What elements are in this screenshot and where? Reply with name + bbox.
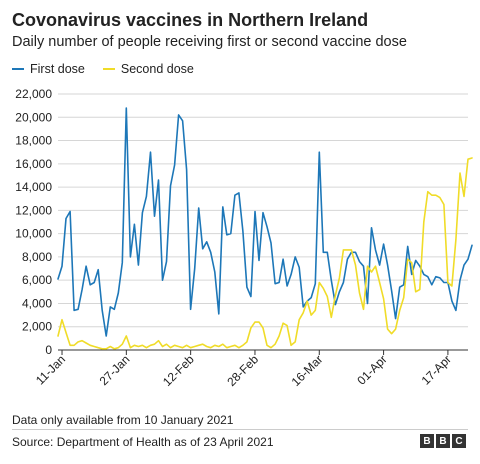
legend-item-second: Second dose [102, 62, 194, 76]
x-tick-label: 11-Jan [33, 352, 68, 387]
x-tick-label: 01-Apr [354, 352, 389, 387]
x-tick-label: 16-Mar [289, 352, 326, 389]
series-line-first-dose [57, 107, 473, 337]
y-tick-label: 10,000 [15, 227, 52, 241]
y-tick-label: 14,000 [15, 180, 52, 194]
y-tick-label: 22,000 [15, 87, 52, 101]
bbc-logo-letter: B [420, 434, 434, 448]
y-tick-label: 2,000 [22, 320, 52, 334]
y-tick-label: 18,000 [15, 134, 52, 148]
legend: First dose Second dose [12, 62, 212, 76]
y-tick-label: 6,000 [22, 273, 52, 287]
y-tick-label: 0 [45, 343, 52, 357]
footer-divider [12, 429, 468, 430]
legend-swatch-first [12, 68, 24, 70]
source-text: Source: Department of Health as of 23 Ap… [12, 435, 274, 449]
footnote: Data only available from 10 January 2021 [12, 413, 234, 427]
x-tick-label: 27-Jan [97, 352, 133, 388]
legend-item-first: First dose [12, 62, 85, 76]
y-tick-label: 4,000 [22, 296, 52, 310]
legend-label-first: First dose [30, 62, 85, 76]
x-tick-label: 12-Feb [160, 352, 197, 389]
series-line-second-dose [57, 157, 473, 350]
chart-title: Covonavirus vaccines in Northern Ireland [12, 10, 369, 30]
y-tick-label: 16,000 [15, 157, 52, 171]
bbc-logo: B B C [418, 434, 466, 448]
y-tick-label: 20,000 [15, 110, 52, 124]
bbc-logo-letter: B [436, 434, 450, 448]
y-tick-label: 8,000 [22, 250, 52, 264]
bbc-logo-letter: C [452, 434, 466, 448]
x-tick-label: 28-Feb [224, 352, 261, 389]
legend-swatch-second [102, 68, 115, 70]
y-tick-label: 12,000 [15, 203, 52, 217]
legend-label-second: Second dose [120, 62, 194, 76]
x-tick-label: 17-Apr [419, 352, 454, 387]
line-chart: 0 2,000 4,000 6,000 8,000 10,000 12,000 14,000 1… [15, 87, 473, 389]
chart-subtitle: Daily number of people receiving first o… [12, 34, 407, 50]
